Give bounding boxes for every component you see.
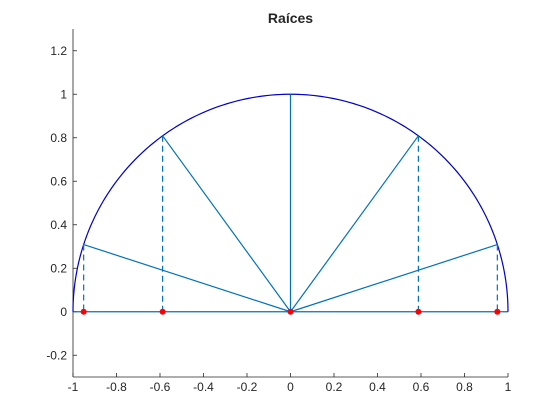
y-tick-label: 0 (60, 305, 67, 319)
y-tick-label: -0.2 (46, 348, 67, 362)
x-tick-label: -0.2 (237, 380, 258, 394)
root-marker (80, 308, 87, 315)
plot-area: -1 -0.8 -0.6 -0.4 -0.2 0 0.2 0.4 0.6 0.8 1 -0.2 0 0.2… (46, 29, 512, 394)
y-tick-label: 0.2 (50, 261, 67, 275)
x-tick-label: 0.4 (369, 380, 386, 394)
radial-line (162, 135, 291, 313)
x-tick-label: 0.8 (456, 380, 473, 394)
root-marker (494, 308, 501, 315)
x-tick-label: -1 (68, 380, 79, 394)
radial-line (290, 135, 419, 313)
x-tick-label: 1 (505, 380, 512, 394)
y-tick-label: 1.2 (50, 44, 67, 58)
x-tick-label: -0.4 (193, 380, 214, 394)
y-tick-label: 0.6 (50, 174, 67, 188)
x-tick-label: -0.6 (150, 380, 171, 394)
y-tick-label: 1 (60, 87, 67, 101)
root-marker (287, 308, 294, 315)
root-marker (415, 308, 422, 315)
y-tick-label: 0.8 (50, 131, 67, 145)
x-tick-label: 0 (287, 380, 294, 394)
root-marker (159, 308, 166, 315)
x-tick-label: 0.2 (326, 380, 343, 394)
x-tick-label: 0.6 (413, 380, 430, 394)
radial-line (83, 243, 291, 313)
x-tick-label: -0.8 (106, 380, 127, 394)
chart-title: Raíces (268, 10, 313, 26)
y-tick-label: 0.4 (50, 218, 67, 232)
radial-line (290, 243, 498, 313)
